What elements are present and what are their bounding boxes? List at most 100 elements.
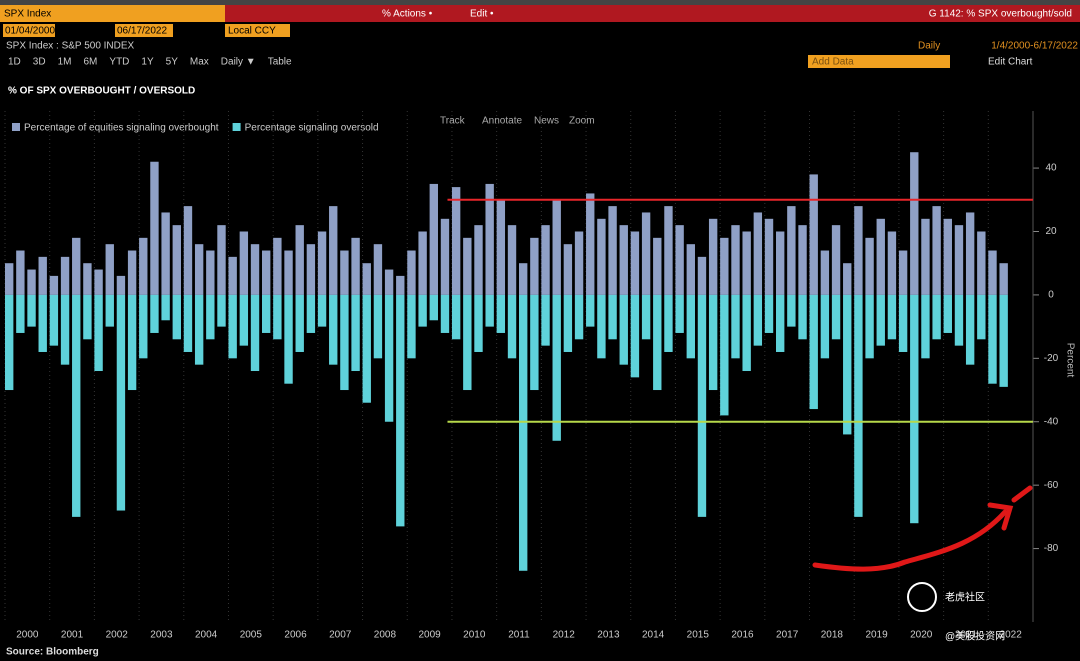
bar [150,161,159,295]
tool-button[interactable]: Annotate [482,116,522,127]
bar [217,225,226,295]
security[interactable]: SPX Index [4,9,51,20]
bar [608,294,617,340]
bar [373,244,383,295]
bar [787,206,796,295]
bar [49,275,59,295]
bar [597,294,606,359]
tool-button[interactable]: Track [440,116,466,127]
x-tick-label: 2000 [16,630,39,641]
bar [429,183,438,295]
bar [384,269,394,295]
range-button[interactable]: 1Y [141,57,154,68]
range-button[interactable]: Table [268,57,292,68]
legend: Track Annotate News Zoom Percentage of equit… [12,116,595,134]
bar [910,152,919,295]
start-date[interactable]: 01/04/2000 [5,26,55,37]
start-date-field[interactable] [3,24,55,37]
command-bar [0,5,1080,22]
bar [105,244,114,295]
bar [787,294,796,327]
x-tick-label: 2003 [150,630,173,641]
bar [641,212,651,295]
bar [362,294,371,403]
bar [351,237,360,295]
bar [94,269,103,295]
bar [843,263,852,295]
x-tick-label: 2016 [731,630,754,641]
add-data[interactable]: Add Data [812,57,854,68]
tool-button[interactable]: Zoom [569,116,595,127]
bar [5,263,14,295]
bar [965,294,975,365]
edit-chart[interactable]: Edit Chart [988,57,1033,68]
bar [731,294,740,359]
bar [418,231,427,295]
bar [451,294,461,340]
bar [127,250,137,295]
tool-button[interactable]: News [534,116,559,127]
bar [988,294,997,384]
bar [708,218,718,295]
watermark-logo [907,582,937,612]
add-data-field[interactable] [808,55,950,68]
bar [954,225,964,295]
bar [38,294,47,352]
end-date[interactable]: 06/17/2022 [117,26,167,37]
x-tick-label: 2015 [687,630,710,641]
y-tick-label: -20 [1044,353,1059,364]
bar [664,294,673,352]
bar [306,294,316,333]
legend-swatch [232,123,241,131]
bar [295,294,304,352]
bar [586,294,595,327]
bar [496,199,506,295]
bar [396,275,405,295]
x-tick-label: 2018 [821,630,844,641]
range-button[interactable]: 1D [8,57,21,68]
watermark: @美股投资网 [945,630,1005,643]
edit-menu[interactable]: Edit • [470,9,494,20]
bar [139,294,148,359]
bar [507,294,517,359]
range-button[interactable]: 3D [33,57,46,68]
bar [563,244,573,295]
range-button[interactable]: YTD [109,57,129,68]
bar [49,294,59,346]
bar [965,212,975,295]
bar [798,225,807,295]
currency[interactable]: Local CCY [228,26,276,37]
y-tick-label: -60 [1044,480,1059,491]
y-tick-label: 0 [1048,290,1054,301]
range-button[interactable]: 5Y [166,57,179,68]
range-button[interactable]: 6M [84,57,98,68]
bar [988,250,997,295]
bar [116,294,126,511]
bar [384,294,394,422]
bar [809,294,818,410]
bar [250,244,260,295]
bar [608,206,617,295]
bar [776,294,785,352]
bar [60,294,70,365]
end-date-field[interactable] [115,24,173,37]
security-field[interactable] [0,5,225,22]
x-tick-label: 2008 [374,630,397,641]
y-tick-label: 20 [1045,226,1057,237]
actions-menu[interactable]: % Actions • [382,9,433,20]
bar [977,294,986,340]
bar [72,294,81,517]
bar [843,294,852,435]
bar [530,294,539,391]
bar [340,294,349,391]
range-button[interactable]: Daily ▼ [221,57,256,68]
bar [887,294,897,340]
x-tick-label: 2019 [865,630,888,641]
bar [16,250,25,295]
currency-field[interactable] [225,24,290,37]
range-button[interactable]: Max [190,57,209,68]
bar [932,294,941,340]
range-button[interactable]: 1M [58,57,72,68]
annotation-arrowhead [987,485,1033,531]
bar [83,263,92,295]
